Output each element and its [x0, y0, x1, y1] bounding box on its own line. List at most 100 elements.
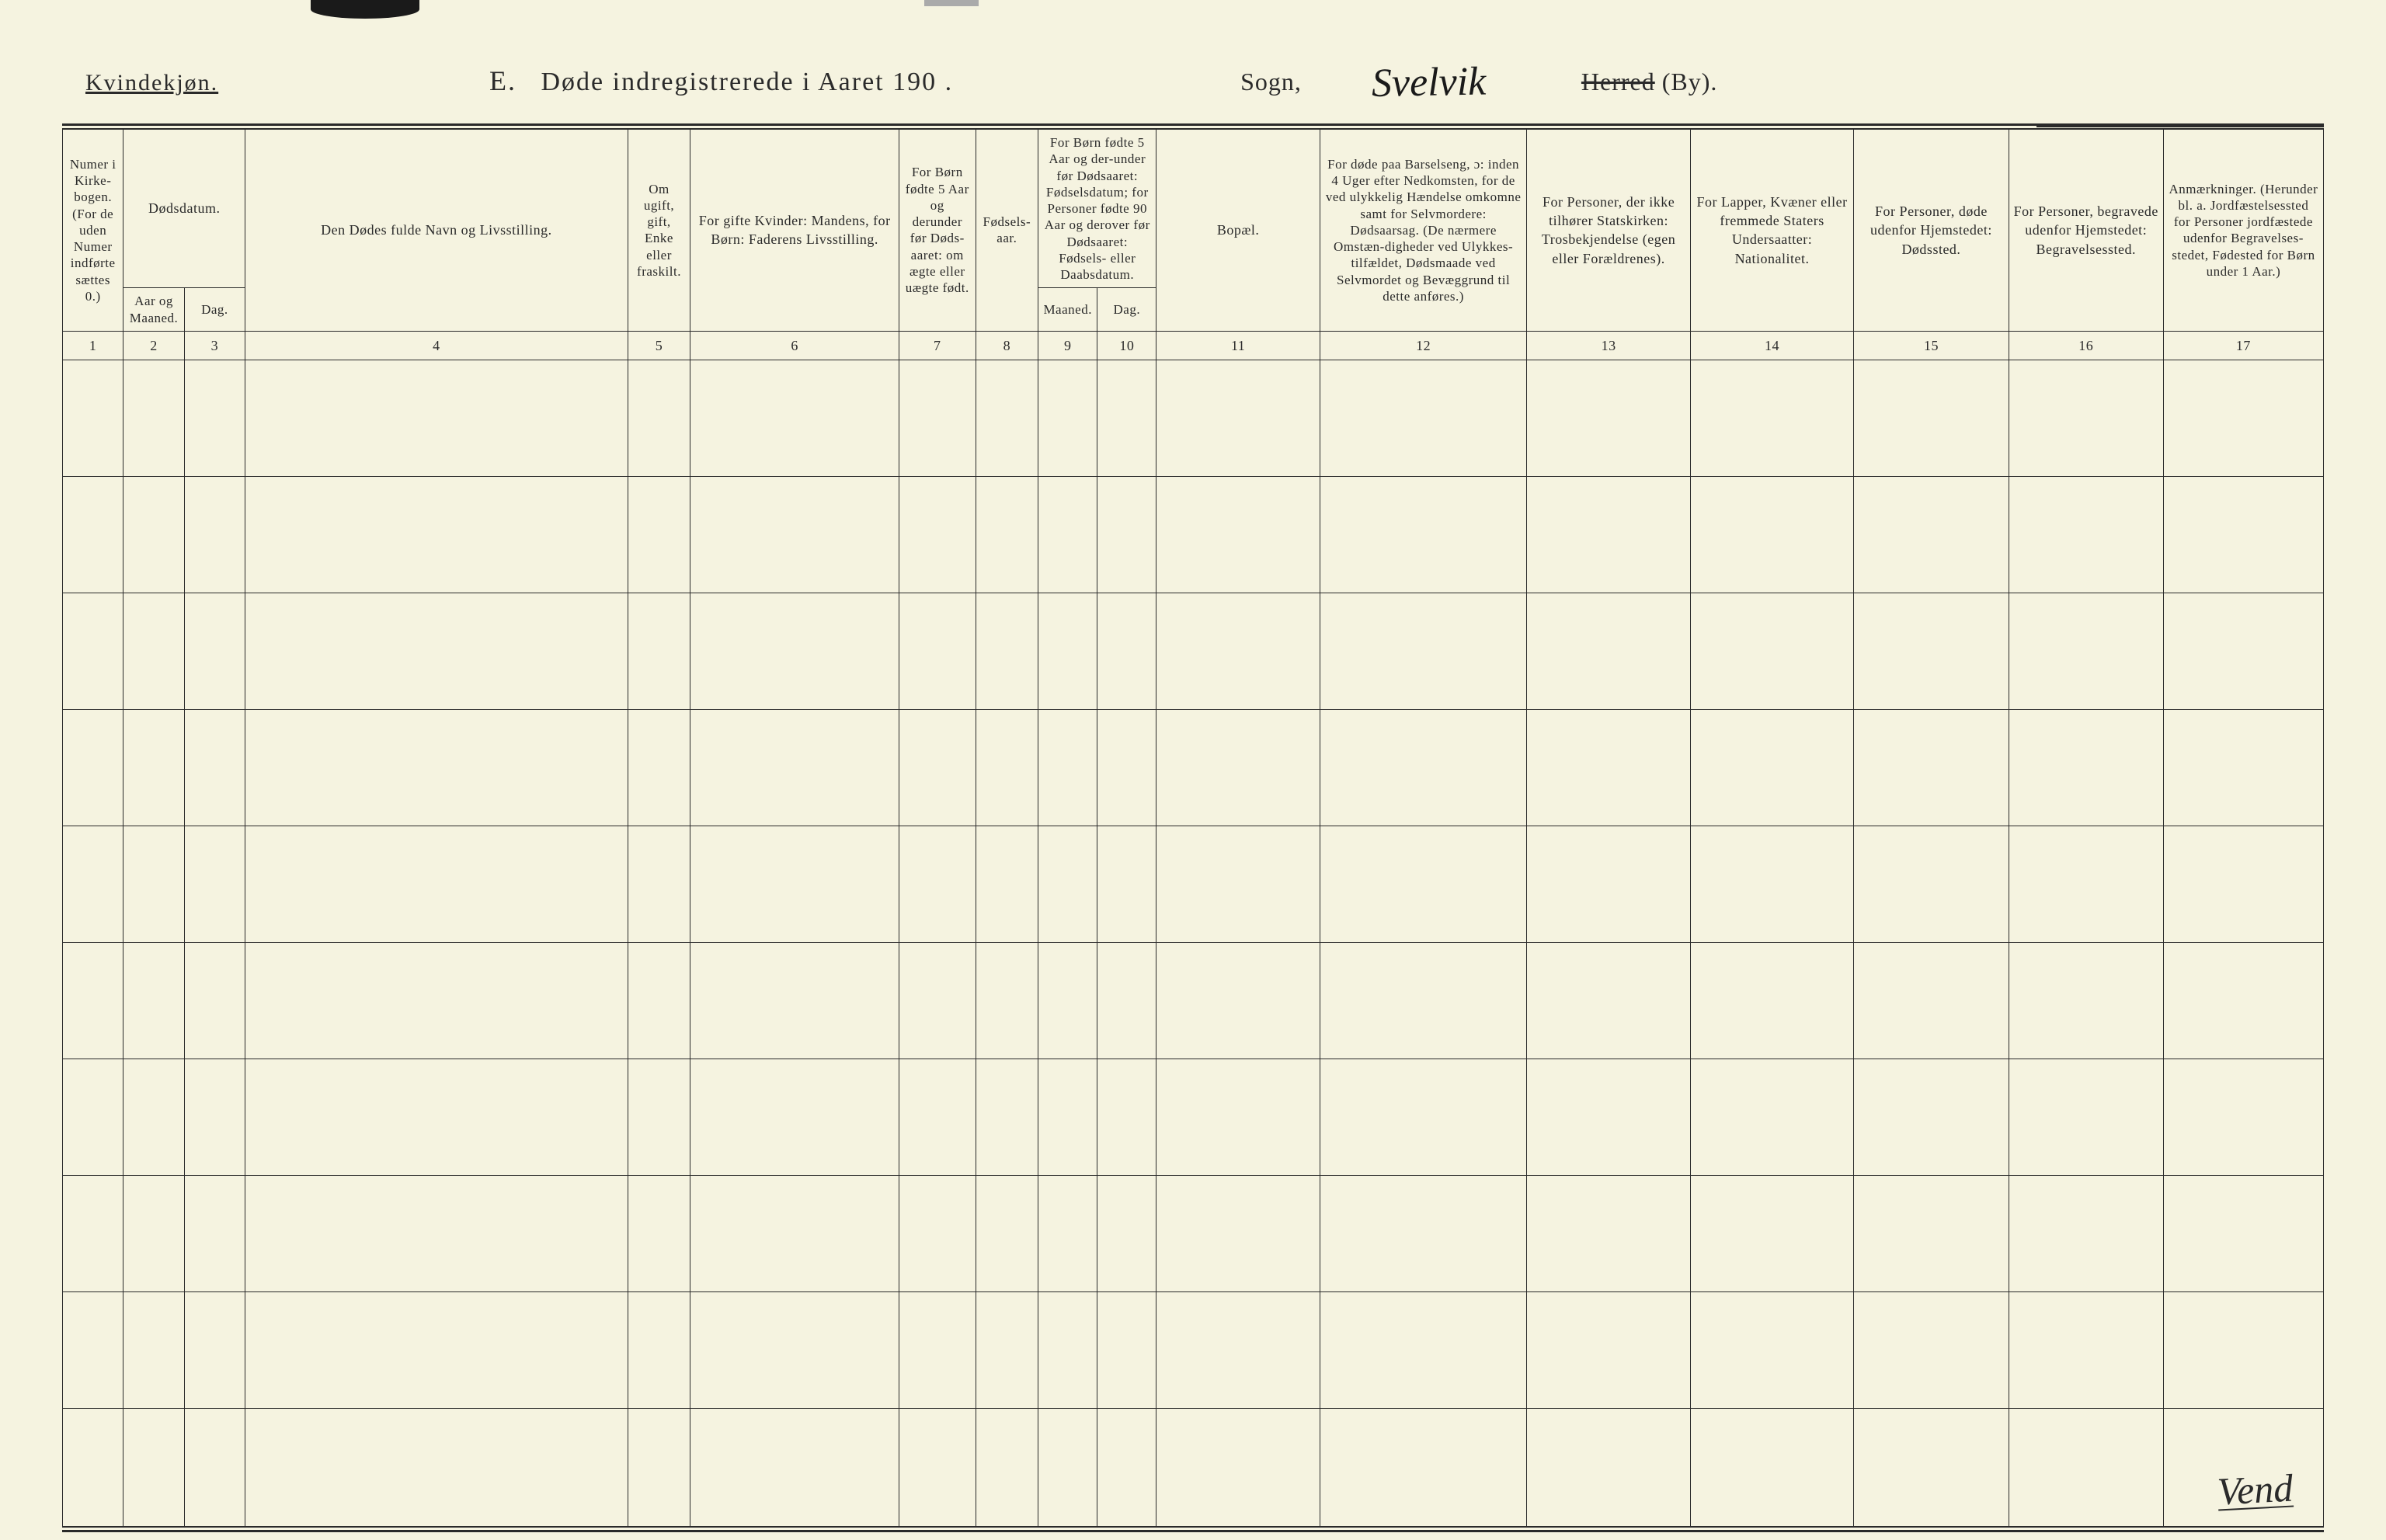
table-cell	[63, 1409, 123, 1527]
col-13-header: For Personer, der ikke tilhører Statskir…	[1527, 130, 1690, 332]
table-cell	[1156, 1059, 1320, 1176]
table-cell	[63, 360, 123, 477]
table-cell	[245, 710, 628, 826]
title-year-dot: .	[937, 68, 953, 96]
table-cell	[690, 477, 899, 593]
table-cell	[628, 943, 690, 1059]
table-head: Numer i Kirke-bogen. (For de uden Numer …	[63, 130, 2324, 360]
table-cell	[1527, 477, 1690, 593]
table-cell	[2009, 710, 2163, 826]
table-cell	[184, 360, 245, 477]
table-cell	[690, 826, 899, 943]
table-cell	[1320, 943, 1526, 1059]
table-cell	[2009, 593, 2163, 710]
table-cell	[899, 1409, 976, 1527]
table-row	[63, 360, 2324, 477]
table-cell	[1097, 943, 1156, 1059]
table-cell	[1320, 710, 1526, 826]
herred-strike: Herred	[1581, 68, 1655, 96]
table-row	[63, 1059, 2324, 1176]
table-cell	[1854, 477, 2009, 593]
scan-edge-marks	[62, 0, 2324, 23]
col-2-3-group: Dødsdatum.	[123, 130, 245, 288]
table-cell	[628, 1059, 690, 1176]
table-cell	[245, 1059, 628, 1176]
table-cell	[1038, 1176, 1097, 1292]
table-cell	[1320, 1292, 1526, 1409]
table-row	[63, 477, 2324, 593]
head-row-nums: 1 2 3 4 5 6 7 8 9 10 11 12 13 14 15 16 1…	[63, 331, 2324, 360]
table-cell	[1854, 1176, 2009, 1292]
table-cell	[184, 943, 245, 1059]
table-cell	[2163, 593, 2323, 710]
table-cell	[2163, 477, 2323, 593]
table-row	[63, 943, 2324, 1059]
table-cell	[1690, 1059, 1853, 1176]
table-cell	[976, 593, 1038, 710]
table-cell	[1854, 1292, 2009, 1409]
table-cell	[1097, 710, 1156, 826]
table-cell	[628, 360, 690, 477]
table-cell	[1038, 1059, 1097, 1176]
table-row	[63, 1409, 2324, 1527]
table-cell	[1320, 1059, 1526, 1176]
title-text	[525, 68, 541, 96]
col-11-header: Bopæl.	[1156, 130, 1320, 332]
table-cell	[123, 593, 184, 710]
table-cell	[1320, 593, 1526, 710]
colnum-11: 11	[1156, 331, 1320, 360]
table-cell	[690, 593, 899, 710]
table-cell	[1527, 826, 1690, 943]
col-6-header: For gifte Kvinder: Mandens, for Børn: Fa…	[690, 130, 899, 332]
table-cell	[1156, 826, 1320, 943]
table-cell	[1038, 360, 1097, 477]
colnum-15: 15	[1854, 331, 2009, 360]
table-cell	[1690, 1176, 1853, 1292]
table-cell	[1527, 360, 1690, 477]
table-cell	[2163, 943, 2323, 1059]
table-cell	[123, 1292, 184, 1409]
table-cell	[63, 1176, 123, 1292]
table-cell	[899, 593, 976, 710]
table-cell	[1097, 1176, 1156, 1292]
table-cell	[245, 1176, 628, 1292]
table-cell	[899, 1059, 976, 1176]
table-cell	[63, 826, 123, 943]
table-cell	[123, 1059, 184, 1176]
table-row	[63, 826, 2324, 943]
table-cell	[1690, 826, 1853, 943]
table-cell	[2163, 1176, 2323, 1292]
table-cell	[184, 1409, 245, 1527]
table-cell	[2009, 1059, 2163, 1176]
table-cell	[184, 593, 245, 710]
table-cell	[1097, 360, 1156, 477]
col-10-sub: Dag.	[1097, 288, 1156, 332]
col-9-10-group: For Børn fødte 5 Aar og der-under før Dø…	[1038, 130, 1156, 288]
table-cell	[63, 477, 123, 593]
table-cell	[1097, 593, 1156, 710]
table-cell	[1097, 1059, 1156, 1176]
table-cell	[1854, 1059, 2009, 1176]
table-cell	[2163, 360, 2323, 477]
head-row-1: Numer i Kirke-bogen. (For de uden Numer …	[63, 130, 2324, 288]
table-cell	[184, 1292, 245, 1409]
table-cell	[1097, 1409, 1156, 1527]
table-cell	[628, 477, 690, 593]
table-cell	[690, 943, 899, 1059]
colnum-1: 1	[63, 331, 123, 360]
table-cell	[184, 826, 245, 943]
table-cell	[1320, 360, 1526, 477]
table-cell	[1097, 477, 1156, 593]
scan-blemish	[924, 0, 979, 6]
table-cell	[899, 1176, 976, 1292]
table-cell	[1527, 943, 1690, 1059]
table-cell	[184, 1176, 245, 1292]
table-cell	[1038, 826, 1097, 943]
table-cell	[1156, 943, 1320, 1059]
table-cell	[976, 1176, 1038, 1292]
herred-label: Herred (By).	[1581, 68, 1717, 96]
double-rule-top-thick	[62, 123, 2324, 126]
table-cell	[628, 1409, 690, 1527]
table-cell	[1156, 477, 1320, 593]
table-cell	[2009, 1292, 2163, 1409]
